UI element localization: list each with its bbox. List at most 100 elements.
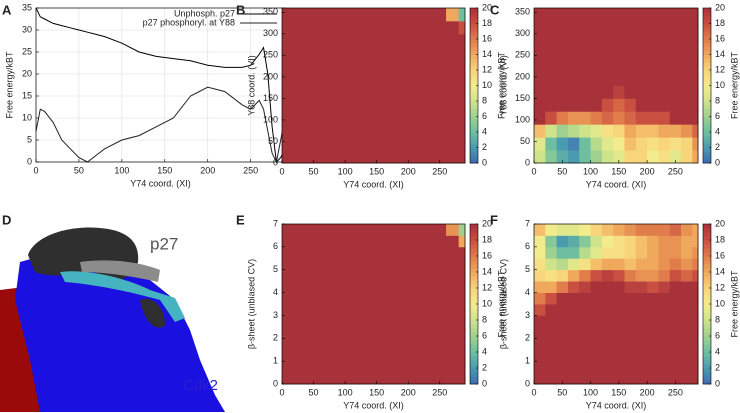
heatmap-cell [681, 372, 693, 385]
heatmap-cell [579, 224, 591, 236]
heatmap-cell [624, 111, 637, 125]
colorbar-segment [703, 232, 711, 237]
heatmap-cell [294, 372, 308, 385]
colorbar-segment [470, 332, 478, 337]
heatmap-cell [647, 269, 659, 282]
heatmap-cell [579, 72, 591, 86]
heatmap-cell [420, 33, 434, 48]
heatmap-cell [282, 137, 296, 151]
heatmap-cell [624, 124, 637, 138]
heatmap-cell [601, 224, 614, 236]
heatmap-cell [446, 224, 460, 236]
heatmap-cell [635, 304, 648, 316]
heatmap-cell [294, 137, 308, 151]
heatmap-cell [282, 224, 296, 236]
heatmap-cell [613, 235, 625, 248]
y-tick-label: 5 [27, 134, 32, 144]
heatmap-cell [408, 315, 422, 328]
heatmap-cell [307, 326, 321, 339]
heatmap-cell [446, 315, 460, 328]
colorbar-tick-label: 10 [715, 298, 725, 308]
colorbar-tick-label: 8 [715, 314, 720, 324]
colorbar-segment [703, 143, 711, 148]
heatmap-cell [579, 315, 591, 328]
colorbar-segment [703, 264, 711, 269]
heatmap-cell [545, 258, 558, 271]
y-tick-label: 100 [263, 114, 278, 124]
heatmap-cell [692, 98, 699, 112]
y-tick-label: 2 [525, 333, 530, 343]
heatmap-cell [681, 224, 693, 236]
heatmap-cell [458, 85, 466, 99]
colorbar-segment [703, 77, 711, 83]
heatmap-cell [556, 20, 569, 35]
heatmap-cell [357, 137, 371, 151]
heatmap-cell [282, 98, 296, 112]
heatmap-cell [635, 281, 648, 293]
colorbar-segment [470, 97, 478, 102]
heatmap-cell [669, 46, 682, 61]
heatmap-cell [357, 338, 371, 351]
heatmap-cell [408, 292, 422, 305]
heatmap-cell [647, 8, 659, 22]
colorbar-segment [703, 50, 711, 55]
heatmap-cell [613, 150, 625, 164]
heatmap-cell [370, 33, 384, 48]
colorbar-segment [703, 62, 711, 67]
heatmap-cell [534, 326, 546, 339]
heatmap-cell [669, 111, 682, 125]
heatmap-cell [624, 372, 637, 385]
heatmap-cell [658, 326, 671, 339]
heatmap-cell [534, 304, 546, 316]
heatmap-cell [669, 304, 682, 316]
heatmap-cell [669, 361, 682, 373]
heatmap-cell [567, 224, 580, 236]
heatmap-cell [613, 292, 625, 305]
y-tick-label: 30 [22, 24, 32, 34]
heatmap-cell [446, 349, 460, 362]
colorbar-segment [703, 85, 711, 90]
heatmap-cell [395, 349, 409, 362]
y-tick-label: 150 [263, 93, 278, 103]
colorbar-segment [703, 356, 711, 361]
heatmap-cell [433, 269, 447, 282]
heatmap-cell [556, 258, 569, 271]
heatmap-cell [669, 85, 682, 99]
heatmap-cell [319, 315, 333, 328]
colorbar-segment [470, 344, 478, 349]
heatmap-cell [282, 33, 296, 48]
colorbar-segment [470, 112, 478, 117]
heatmap-cell [382, 85, 396, 99]
heatmap-cell [692, 315, 699, 328]
heatmap-cell [294, 258, 308, 271]
panel-letter: E [236, 212, 245, 227]
heatmap-cell [395, 292, 409, 305]
heatmap-cell [332, 258, 346, 271]
heatmap-cell [319, 85, 333, 99]
heatmap-cell [282, 292, 296, 305]
heatmap-cell [647, 20, 659, 35]
colorbar-segment [470, 276, 478, 281]
heatmap-cell [420, 338, 434, 351]
heatmap-cell [433, 20, 447, 35]
colorbar-segment [470, 120, 478, 125]
heatmap-cell [433, 281, 447, 293]
heatmap-cell [282, 235, 296, 248]
heatmap-cell [307, 338, 321, 351]
heatmap-cell [601, 326, 614, 339]
heatmap-cell [556, 111, 569, 125]
colorbar-segment [470, 23, 478, 28]
colorbar-segment [703, 159, 711, 164]
heatmap-cell [382, 315, 396, 328]
heatmap-cell [307, 46, 321, 61]
colorbar-segment [703, 312, 711, 317]
colorbar-label: Free energy/kBT [496, 270, 506, 338]
colorbar-segment [470, 73, 478, 79]
colorbar-tick-label: 8 [482, 314, 487, 324]
y-tick-label: 10 [22, 112, 32, 122]
heatmap-cell [579, 292, 591, 305]
colorbar-segment [470, 312, 478, 317]
heatmap-cell [294, 59, 308, 73]
heatmap-cell [590, 46, 603, 61]
heatmap-cell [345, 361, 359, 373]
